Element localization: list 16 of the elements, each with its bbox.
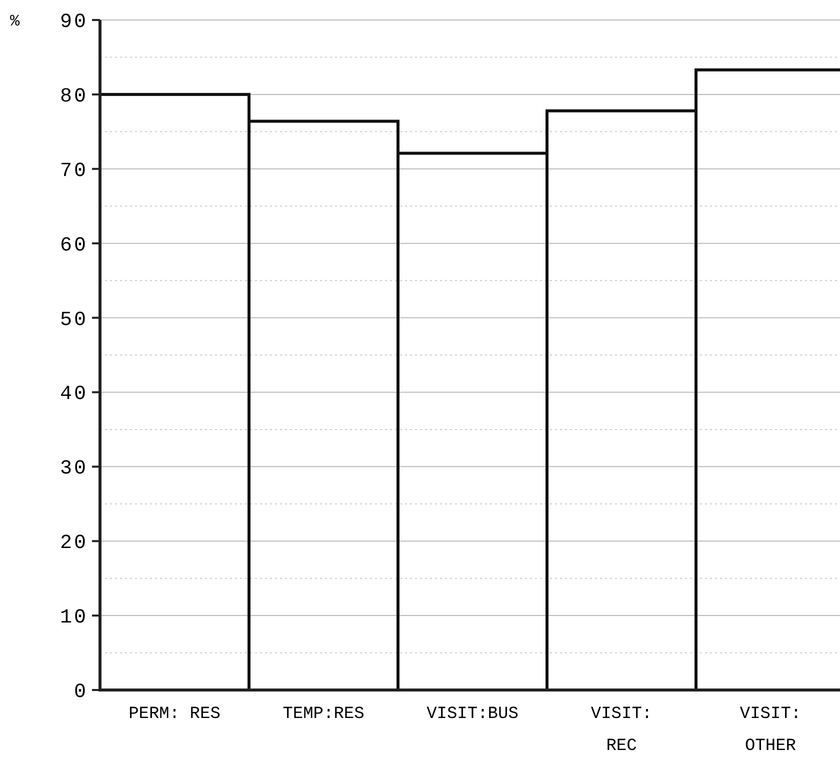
- y-tick-label: 10: [60, 606, 88, 630]
- x-tick-label: TEMP:RES: [282, 705, 364, 724]
- x-tick-label: PERM: RES: [128, 705, 220, 724]
- y-tick-label: 40: [60, 383, 88, 406]
- x-tick-label: VISIT:BUS: [426, 705, 518, 724]
- y-tick-label: 90: [60, 11, 88, 34]
- x-tick-label: VISIT: REC: [590, 705, 652, 756]
- y-tick-label: 30: [60, 458, 88, 481]
- y-tick-label: 20: [60, 532, 88, 556]
- x-tick-label: VISIT: OTHER: [740, 705, 802, 756]
- y-axis-title: %: [10, 12, 20, 31]
- y-tick-label: 60: [60, 234, 88, 258]
- y-tick-label: 50: [60, 308, 88, 332]
- y-tick-label: 0: [74, 681, 88, 704]
- y-tick-label: 80: [60, 85, 88, 108]
- y-tick-label: 70: [60, 160, 88, 183]
